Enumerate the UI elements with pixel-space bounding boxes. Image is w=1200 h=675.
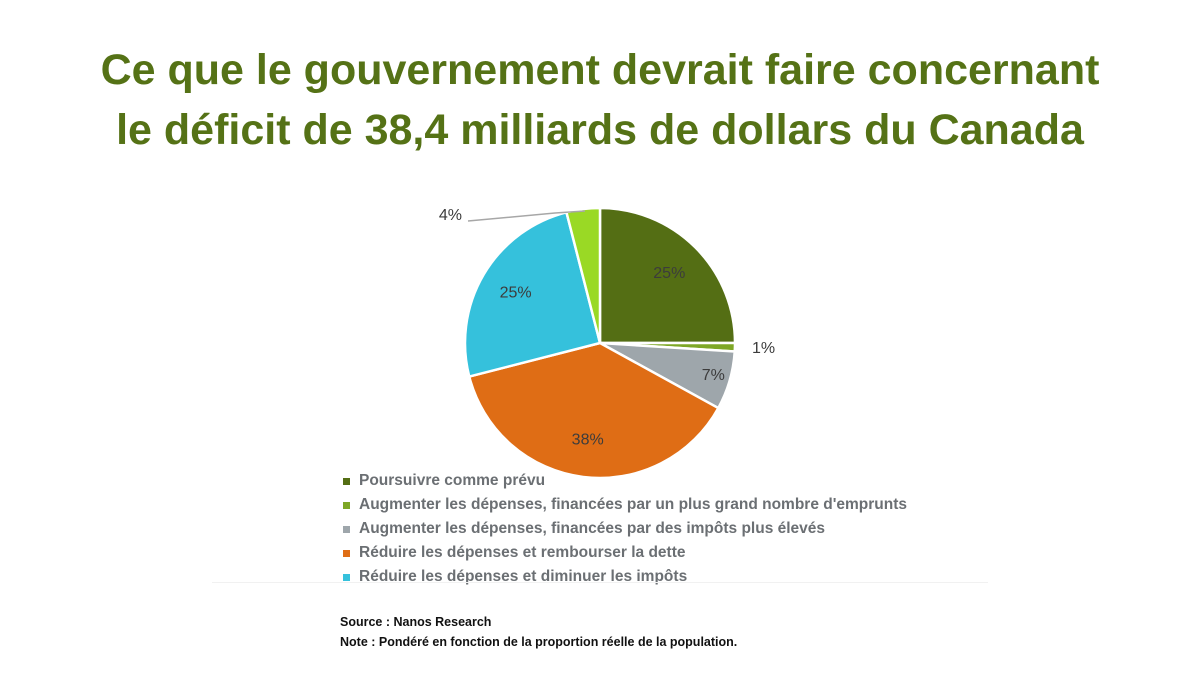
pie-slice [467,341,720,480]
legend-item-rembourser-dette: Réduire les dépenses et rembourser la de… [340,541,980,565]
pie-slice [598,206,737,345]
chart-title-line-2: le déficit de 38,4 milliards de dollars … [116,106,1084,154]
source-note: Source : Nanos Research [340,615,492,629]
legend-swatch [343,526,350,533]
legend-label: Réduire les dépenses et diminuer les imp… [359,568,688,585]
chart-title: Ce que le gouvernement devrait faire con… [0,40,1200,160]
legend-label: Réduire les dépenses et rembourser la de… [359,544,686,561]
weighting-note: Note : Pondéré en fonction de la proport… [340,635,738,649]
legend-item-diminuer-impots: Réduire les dépenses et diminuer les imp… [340,565,980,589]
legend-swatch [343,478,350,485]
slice-label: 1% [752,340,775,357]
slice-label: 4% [439,207,462,224]
chart-legend: Poursuivre comme prévu Augmenter les dép… [340,469,980,589]
slice-label: 25% [500,284,532,301]
legend-swatch [343,574,350,581]
legend-item-augmenter-emprunts: Augmenter les dépenses, financées par un… [340,493,980,517]
chart-footnotes: Source : Nanos Research Note : Pondéré e… [340,612,737,652]
legend-label: Poursuivre comme prévu [359,472,546,489]
pie-labels: 25% 1% 7% 38% 25% 4% [439,207,775,448]
legend-item-augmenter-impots: Augmenter les dépenses, financées par de… [340,517,980,541]
legend-label: Augmenter les dépenses, financées par de… [359,520,826,537]
divider [212,582,988,583]
legend-swatch [343,550,350,557]
legend-item-poursuivre: Poursuivre comme prévu [340,469,980,493]
legend-swatch [343,502,350,509]
pie-slice [463,210,602,378]
chart-title-line-1: Ce que le gouvernement devrait faire con… [100,46,1100,94]
slice-label: 25% [653,265,685,282]
leader-line [467,210,586,222]
slice-label: 38% [572,431,604,448]
pie-slices [463,206,737,480]
legend-label: Augmenter les dépenses, financées par un… [359,496,908,513]
slice-label: 7% [702,367,725,384]
